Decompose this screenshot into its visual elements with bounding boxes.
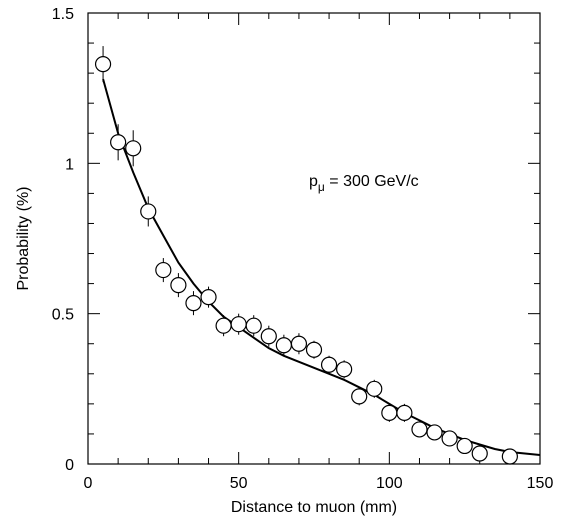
annotation-text: = 300 GeV/c [325,173,419,190]
point-marker [170,277,187,294]
point-marker [411,421,428,438]
data-point [320,355,338,374]
point-marker [290,335,308,352]
y-tick-label: 1 [65,156,74,173]
point-marker [215,317,232,334]
point-marker [305,341,323,358]
axis-ticks [87,12,541,465]
point-marker [125,140,142,157]
y-tick-label: 1.5 [52,6,74,23]
point-marker [230,316,247,333]
y-axis-label: Probability (%) [15,186,32,290]
data-point [336,360,353,379]
x-tick-label: 150 [527,475,554,492]
point-marker [366,380,383,397]
point-marker [351,388,368,405]
point-marker [94,56,112,73]
data-point [110,124,127,161]
data-point [140,196,157,227]
point-marker [320,356,338,373]
point-marker [381,404,398,421]
point-marker [471,445,488,462]
x-axis-label: Distance to muon (mm) [231,499,397,516]
data-point [125,130,142,167]
point-marker [185,295,202,312]
point-marker [441,430,458,447]
momentum-annotation: pμ = 300 GeV/c [309,173,419,194]
point-marker [260,328,277,345]
data-point [290,333,308,355]
x-tick-label: 0 [84,475,93,492]
x-tick-label: 50 [230,475,248,492]
axis-tick-labels: 0 50 100 150 0 0.5 1 1.5 [52,6,554,492]
data-point [456,437,473,455]
point-marker [155,261,172,279]
data-point [94,46,112,83]
x-tick-label: 100 [376,475,403,492]
y-tick-label: 0 [65,457,74,474]
plot-frame [87,12,541,465]
data-point [200,286,217,308]
data-point [351,387,368,406]
data-point [501,448,518,465]
point-marker [501,448,518,465]
point-marker [275,337,292,354]
data-point [396,403,413,422]
annotation-subscript: μ [318,180,325,194]
point-marker [200,289,217,306]
data-point [230,313,247,335]
data-point [411,421,428,438]
point-marker [426,424,443,441]
data-point [366,379,383,398]
point-marker [336,361,353,378]
data-point [215,315,232,337]
data-point [426,424,443,441]
data-point [260,325,277,347]
data-point [245,315,262,337]
point-marker [456,437,473,455]
data-point [170,273,187,298]
data-point [185,291,202,316]
point-marker [245,317,262,334]
point-marker [396,404,413,421]
annotation-base: p [309,173,318,190]
data-point [471,445,488,462]
point-marker [140,203,157,220]
data-point [155,258,172,283]
y-tick-label: 0.5 [52,307,74,324]
data-point [441,430,458,447]
point-marker [110,134,127,151]
data-point [305,340,323,359]
data-points [94,46,518,465]
